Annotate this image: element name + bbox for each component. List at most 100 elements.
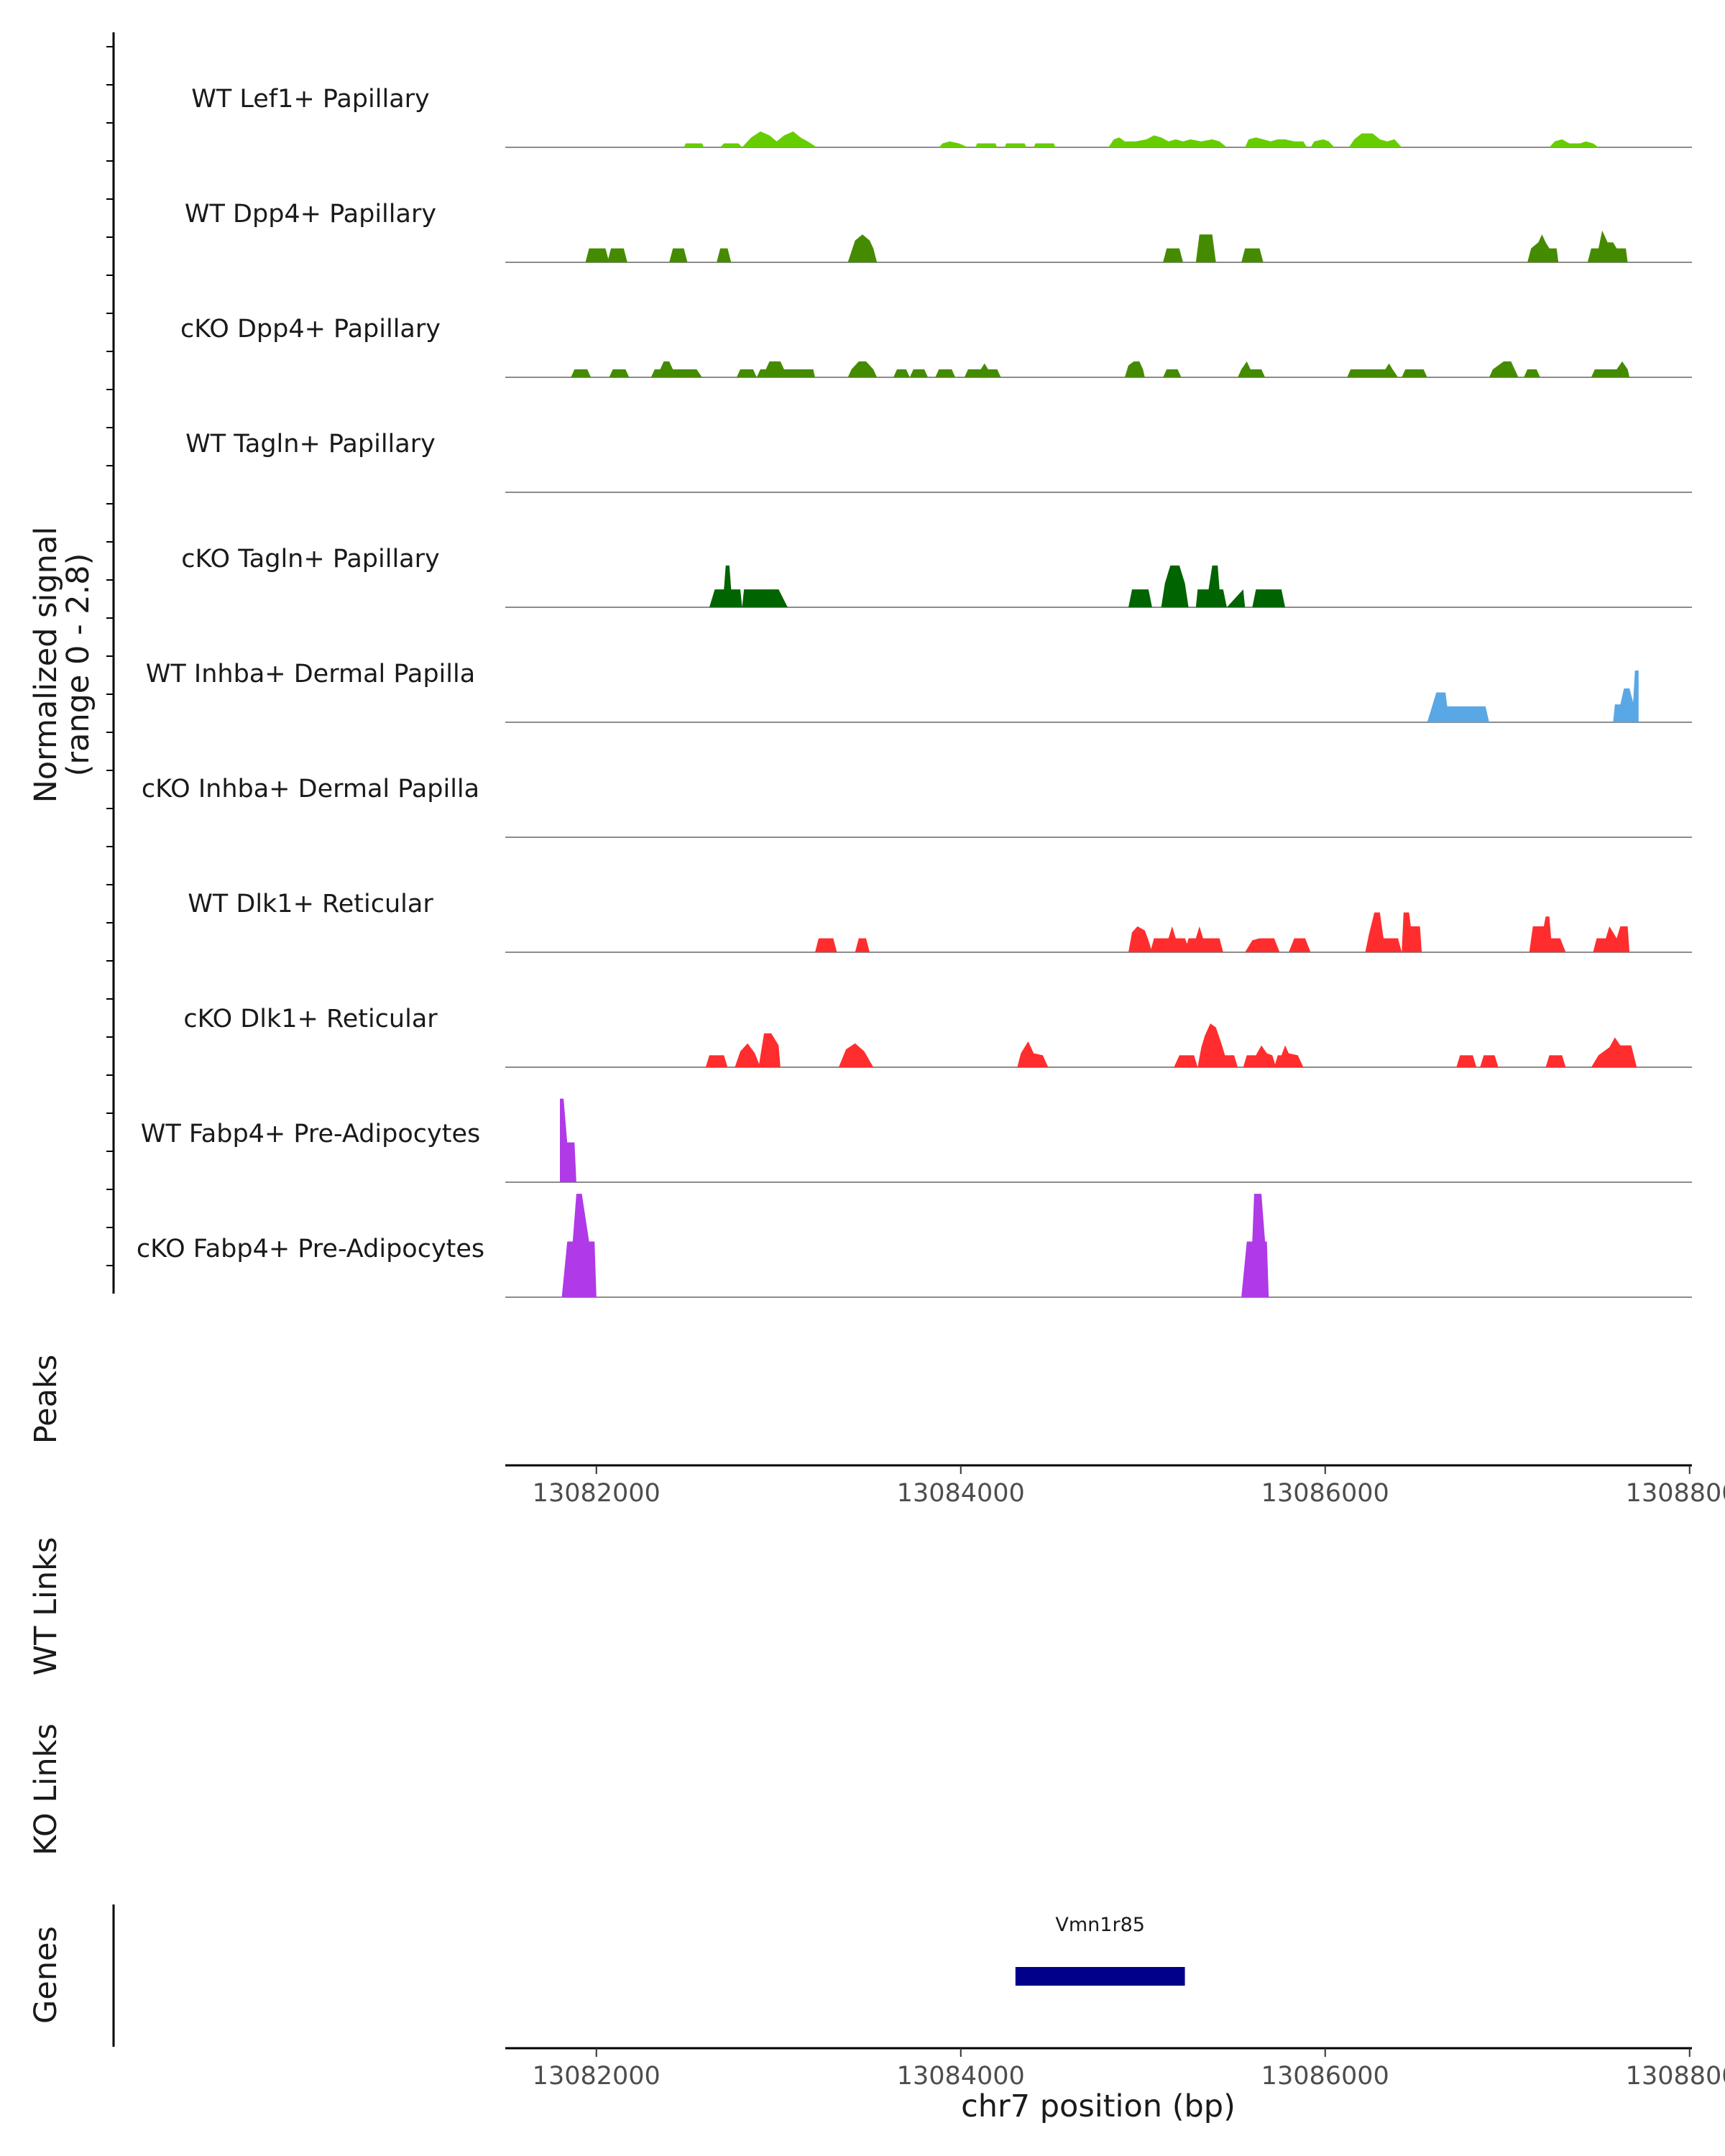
coverage-peak: [1108, 135, 1227, 147]
coverage-y-axis-ticks: [106, 46, 114, 1266]
coverage-peak: [909, 369, 929, 377]
track-5: WT Inhba+ Dermal Papilla: [146, 660, 1692, 723]
track-label: WT Dpp4+ Papillary: [185, 200, 436, 229]
coverage-peak: [1480, 1055, 1499, 1067]
coverage-peak: [935, 369, 956, 377]
coverage-peak: [1163, 248, 1183, 262]
coverage-peak: [758, 1033, 781, 1067]
coverage-peak: [847, 361, 878, 377]
track-label: WT Lef1+ Papillary: [191, 85, 430, 114]
coverage-peak: [964, 363, 1001, 377]
coverage-peak: [838, 1043, 874, 1067]
coverage-peak: [585, 248, 610, 262]
coverage-peak: [1128, 589, 1152, 607]
coverage-peak: [1310, 139, 1335, 147]
coverage-peak: [1241, 1194, 1269, 1297]
track-3: WT Tagln+ Papillary: [185, 430, 1692, 493]
coverage-peak: [1128, 926, 1152, 952]
coverage-peak: [1365, 912, 1402, 952]
track-label: WT Fabp4+ Pre-Adipocytes: [141, 1120, 480, 1148]
coverage-peak: [1549, 139, 1598, 147]
coverage-peak: [1184, 926, 1223, 952]
coverage-peak: [1238, 361, 1266, 377]
coverage-peak: [1402, 912, 1422, 952]
coverage-peak: [735, 1043, 760, 1067]
coverage-peak: [1195, 565, 1227, 607]
coverage-peak: [1613, 671, 1639, 722]
coverage-peak: [1402, 369, 1427, 377]
track-label: WT Inhba+ Dermal Papilla: [146, 660, 475, 688]
track-10: cKO Fabp4+ Pre-Adipocytes: [137, 1194, 1692, 1298]
coverage-peak: [560, 1098, 576, 1182]
x-tick-label: 13088000: [1626, 2062, 1725, 2091]
coverage-peak: [1124, 361, 1145, 377]
track-label: WT Tagln+ Papillary: [185, 430, 436, 459]
track-label: cKO Dlk1+ Reticular: [183, 1005, 438, 1033]
coverage-peak: [742, 131, 817, 147]
coverage-peak: [1245, 938, 1280, 952]
coverage-peak: [609, 369, 630, 377]
coverage-peak: [1174, 1055, 1198, 1067]
coverage-peak: [720, 143, 742, 147]
ko-links-panel-label: KO Links: [28, 1723, 64, 1856]
coverage-peak: [815, 938, 837, 952]
track-label: cKO Fabp4+ Pre-Adipocytes: [137, 1235, 484, 1263]
coverage-peak: [709, 565, 742, 607]
coverage-peak: [650, 361, 702, 377]
coverage-peak: [742, 589, 788, 607]
coverage-tracks: WT Lef1+ Papillary WT Dpp4+ Papillary cKO …: [137, 85, 1692, 1298]
coverage-peak: [1591, 1037, 1637, 1067]
coverage-peak: [1034, 143, 1056, 147]
coverage-peak: [1587, 230, 1628, 262]
x-tick-label: 13084000: [897, 2062, 1025, 2091]
coverage-peak: [1243, 1045, 1276, 1067]
coverage-peak: [847, 234, 878, 262]
track-7: WT Dlk1+ Reticular: [188, 890, 1692, 953]
coverage-peak: [1289, 938, 1311, 952]
coverage-peak: [1591, 361, 1630, 377]
coverage-peak: [1252, 589, 1285, 607]
coverage-peak: [1274, 1045, 1304, 1067]
coverage-peak: [1527, 234, 1559, 262]
coverage-peak: [669, 248, 688, 262]
coverage-peak: [1347, 363, 1399, 377]
coverage-peak: [855, 938, 870, 952]
track-label: WT Dlk1+ Reticular: [188, 890, 433, 918]
x-tick-label: 13086000: [1261, 1479, 1389, 1508]
track-9: WT Fabp4+ Pre-Adipocytes: [141, 1098, 1692, 1183]
track-8: cKO Dlk1+ Reticular: [183, 1005, 1692, 1068]
peaks-x-axis-ticks: 13082000 13084000 13086000 13088000: [533, 1465, 1725, 1508]
track-label: cKO Dpp4+ Papillary: [180, 315, 441, 344]
genes-x-axis-ticks: 13082000 13084000 13086000 13088000: [533, 2048, 1725, 2091]
coverage-y-axis-title-line2: (range 0 - 2.8): [60, 553, 96, 777]
coverage-peak: [705, 1055, 728, 1067]
x-tick-label: 13082000: [533, 1479, 661, 1508]
coverage-peak: [1226, 589, 1246, 607]
coverage-peak: [1545, 1055, 1566, 1067]
coverage-peak: [756, 361, 815, 377]
coverage-peak: [1163, 369, 1182, 377]
gene-label: Vmn1r85: [1055, 1914, 1145, 1936]
coverage-peak: [736, 369, 757, 377]
x-tick-label: 13086000: [1261, 2062, 1389, 2091]
track-4: cKO Tagln+ Papillary: [181, 545, 1692, 608]
coverage-peak: [1245, 137, 1307, 147]
coverage-peak: [1524, 369, 1540, 377]
coverage-peak: [571, 369, 592, 377]
coverage-peak: [1456, 1055, 1477, 1067]
coverage-peak: [1348, 133, 1402, 147]
track-label: cKO Inhba+ Dermal Papilla: [142, 775, 479, 803]
coverage-peak: [717, 248, 732, 262]
coverage-peak: [1161, 565, 1189, 607]
x-tick-label: 13088000: [1626, 1479, 1725, 1508]
track-6: cKO Inhba+ Dermal Papilla: [142, 775, 1692, 838]
coverage-peak: [1197, 1023, 1238, 1067]
coverage-peak: [1195, 234, 1216, 262]
coverage-peak: [561, 1194, 597, 1297]
coverage-peak: [939, 141, 968, 147]
peaks-panel-label: Peaks: [28, 1355, 64, 1445]
coverage-peak: [1489, 361, 1519, 377]
coverage-peak: [893, 369, 910, 377]
gene-body: [1015, 1967, 1185, 1986]
